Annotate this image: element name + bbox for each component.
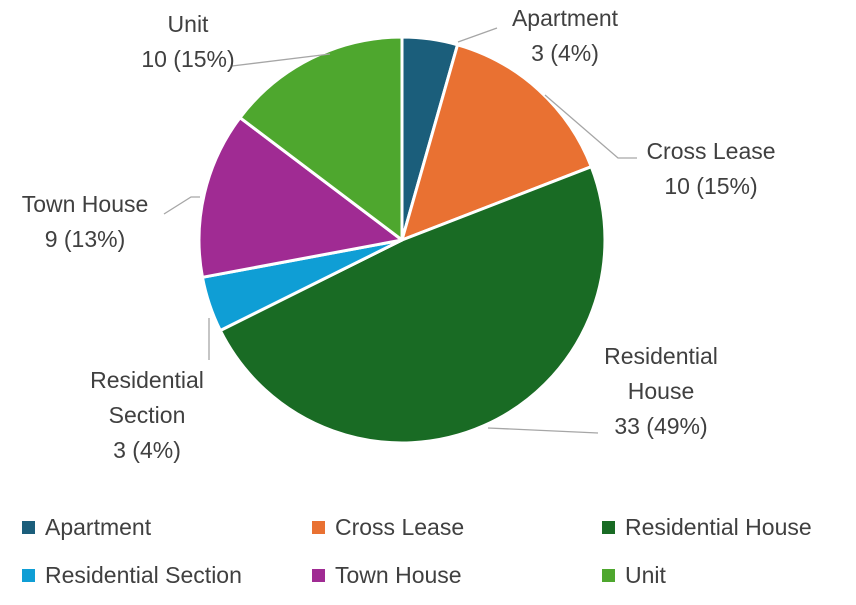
leader-line-unit — [231, 53, 331, 67]
leader-line-apartment — [457, 27, 498, 43]
data-label-name-unit: Unit — [168, 11, 210, 37]
legend-item-unit: Unit — [602, 560, 852, 590]
data-label-name-cross-lease: Cross Lease — [646, 138, 775, 164]
data-label-value-town-house: 9 (13%) — [45, 226, 126, 252]
pie-slice-town-house — [197, 116, 404, 279]
pie-slices — [197, 35, 607, 445]
legend-swatch-residential-house — [602, 520, 615, 534]
data-label-name-apartment: Apartment — [512, 5, 619, 31]
leader-line-cross-lease — [544, 94, 637, 159]
data-label-name-residential-house: House — [628, 378, 694, 404]
legend-item-residential-section: Residential Section — [22, 560, 312, 590]
legend-label: Town House — [335, 561, 462, 588]
legend-item-apartment: Apartment — [22, 512, 312, 542]
legend-swatch-apartment — [22, 520, 35, 534]
data-label-value-residential-section: 3 (4%) — [113, 437, 181, 463]
data-label-value-unit: 10 (15%) — [141, 46, 234, 72]
leader-line-town-house — [163, 196, 200, 215]
data-labels: Apartment 3 (4%) Cross Lease 10 (15%) Reside… — [22, 5, 776, 463]
legend-label: Unit — [625, 561, 666, 588]
pie-slice-cross-lease — [400, 43, 593, 242]
legend: Apartment Cross Lease Residential House Res… — [22, 512, 852, 590]
pie-slice-unit — [238, 35, 404, 242]
data-label-name-residential-house: Residential — [604, 343, 718, 369]
legend-swatch-residential-section — [22, 568, 35, 582]
data-label-value-apartment: 3 (4%) — [531, 40, 599, 66]
data-label-name-residential-section: Section — [109, 402, 186, 428]
data-label-name-town-house: Town House — [22, 191, 149, 217]
data-label-name-residential-section: Residential — [90, 367, 204, 393]
legend-label: Residential Section — [45, 561, 242, 588]
pie-slice-residential-house — [218, 165, 607, 445]
legend-item-residential-house: Residential House — [602, 512, 852, 542]
data-label-value-residential-house: 33 (49%) — [614, 413, 707, 439]
legend-item-cross-lease: Cross Lease — [312, 512, 602, 542]
legend-swatch-cross-lease — [312, 520, 325, 534]
data-label-value-cross-lease: 10 (15%) — [664, 173, 757, 199]
leader-line-residential-house — [487, 427, 599, 434]
legend-item-town-house: Town House — [312, 560, 602, 590]
legend-label: Residential House — [625, 513, 812, 540]
leader-lines — [163, 27, 637, 434]
legend-swatch-unit — [602, 568, 615, 582]
legend-label: Cross Lease — [335, 513, 465, 540]
pie-chart: Apartment 3 (4%) Cross Lease 10 (15%) Reside… — [22, 5, 776, 463]
legend-label: Apartment — [45, 513, 152, 540]
legend-swatch-town-house — [312, 568, 325, 582]
